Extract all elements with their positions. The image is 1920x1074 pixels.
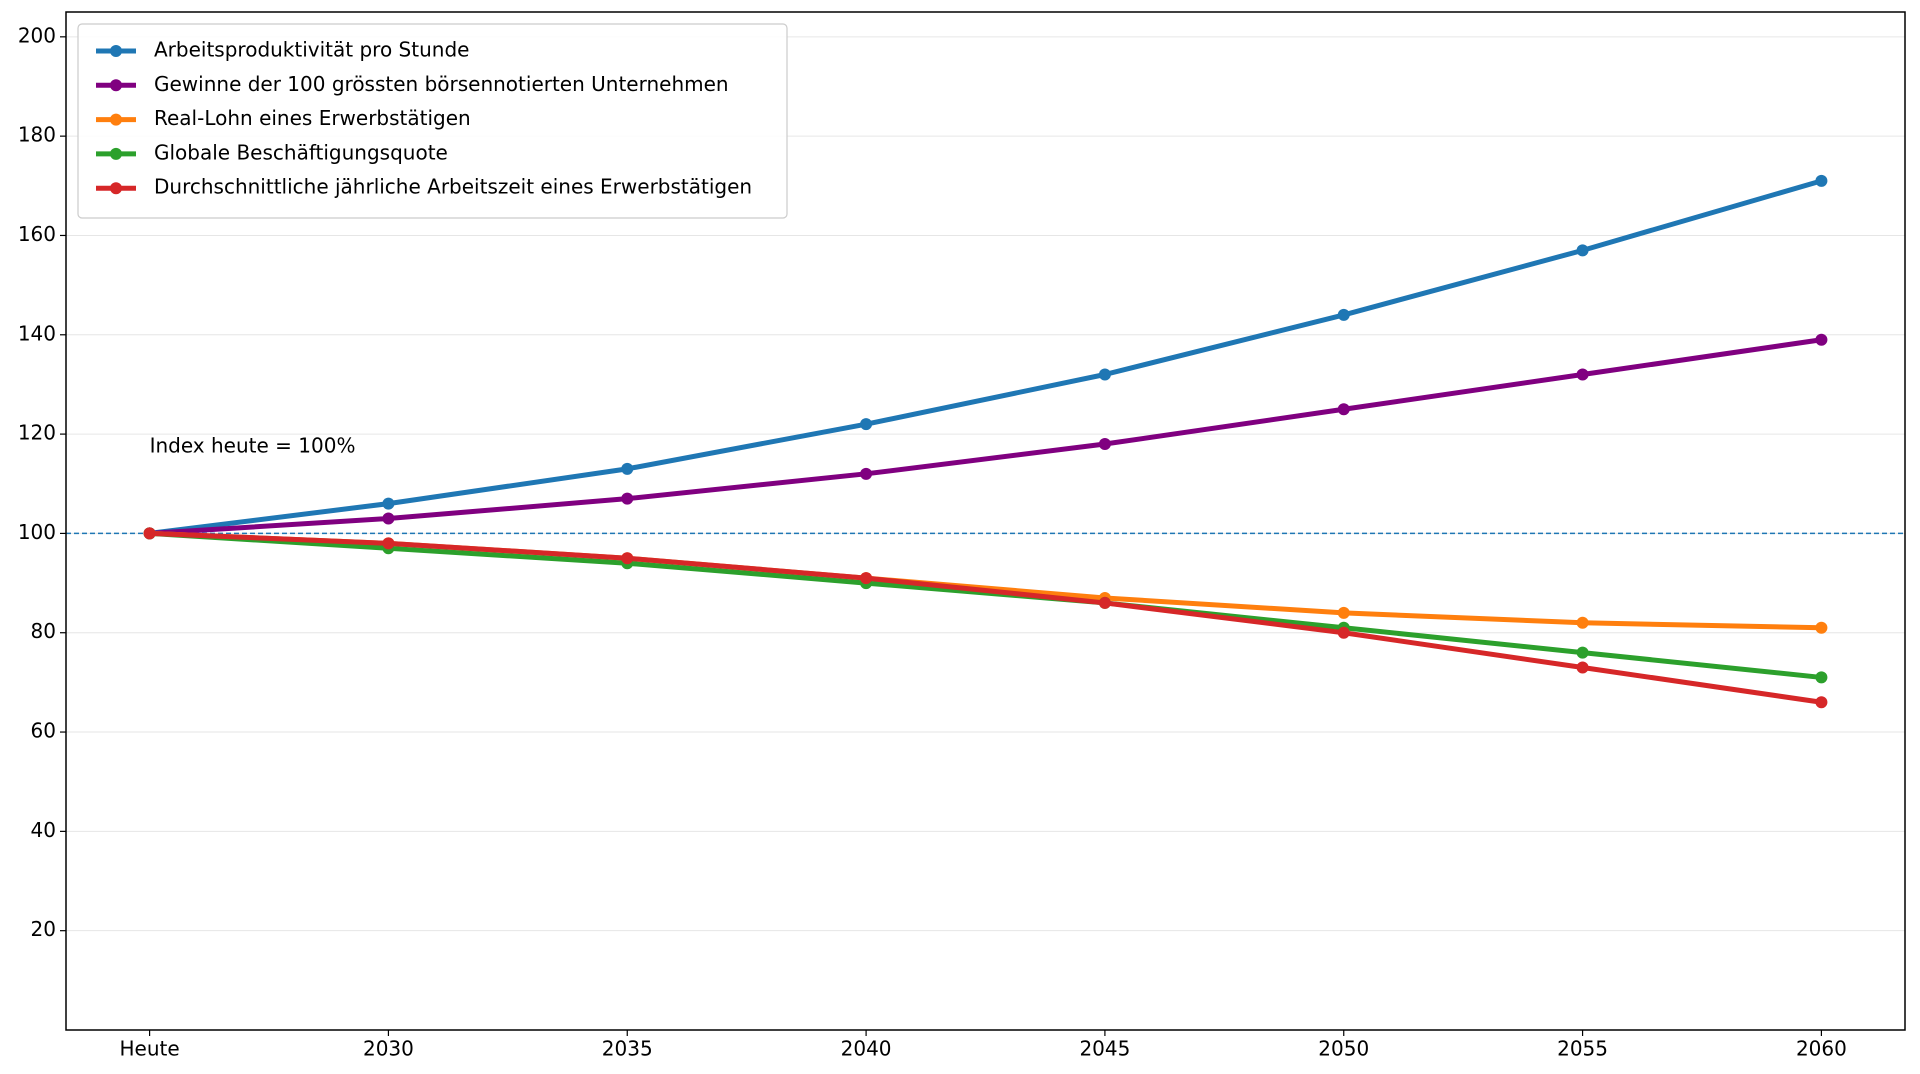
data-point xyxy=(1098,438,1111,451)
annotation: Index heute = 100% xyxy=(150,434,356,458)
data-point xyxy=(1576,368,1589,381)
legend-label: Durchschnittliche jährliche Arbeitszeit … xyxy=(154,175,752,199)
data-point xyxy=(621,492,634,505)
y-tick-label: 180 xyxy=(18,123,56,147)
data-point xyxy=(1576,661,1589,674)
data-point xyxy=(860,467,873,480)
legend-marker xyxy=(110,113,122,126)
x-tick-label: 2055 xyxy=(1557,1037,1608,1061)
y-tick-label: 80 xyxy=(31,619,56,643)
data-point xyxy=(1337,606,1350,619)
data-point xyxy=(1815,696,1828,709)
data-point xyxy=(1576,616,1589,629)
x-tick-label: 2060 xyxy=(1796,1037,1847,1061)
legend-label: Gewinne der 100 grössten börsennotierten… xyxy=(154,72,729,96)
legend-marker xyxy=(110,182,122,195)
data-point xyxy=(1815,174,1828,187)
legend-label: Real-Lohn eines Erwerbstätigen xyxy=(154,106,471,130)
series-line xyxy=(149,530,1822,705)
x-tick-label: 2050 xyxy=(1318,1037,1369,1061)
data-point xyxy=(143,527,156,540)
y-tick-label: 140 xyxy=(18,321,56,345)
series-line xyxy=(149,337,1822,536)
legend-label: Arbeitsproduktivität pro Stunde xyxy=(154,38,469,62)
data-point xyxy=(860,572,873,585)
y-tick-label: 40 xyxy=(31,818,56,842)
y-tick-label: 200 xyxy=(18,23,56,47)
legend-marker xyxy=(110,45,122,57)
y-tick-label: 60 xyxy=(31,719,56,743)
data-point xyxy=(1337,403,1350,416)
x-tick-label: 2040 xyxy=(841,1037,892,1061)
data-point xyxy=(1815,333,1828,346)
data-point xyxy=(382,497,395,510)
data-point xyxy=(1337,308,1350,321)
legend-marker xyxy=(110,79,122,92)
y-tick-label: 100 xyxy=(18,520,56,544)
plot-frame xyxy=(65,11,1906,1031)
y-tick-label: 160 xyxy=(18,222,56,246)
data-point xyxy=(1576,646,1589,659)
data-point xyxy=(1098,368,1111,381)
series-line xyxy=(149,530,1822,680)
data-point xyxy=(1337,626,1350,639)
x-tick-label: 2035 xyxy=(602,1037,653,1061)
legend-label: Globale Beschäftigungsquote xyxy=(154,140,448,164)
y-tick-label: 120 xyxy=(18,421,56,445)
data-point xyxy=(1815,671,1828,684)
x-tick-label: 2030 xyxy=(363,1037,414,1061)
legend-marker xyxy=(110,147,122,160)
data-point xyxy=(382,512,395,525)
series-line xyxy=(149,178,1823,536)
x-tick-label: Heute xyxy=(120,1037,180,1061)
data-point xyxy=(621,552,634,565)
data-point xyxy=(1815,621,1828,634)
data-point xyxy=(621,462,634,475)
data-point xyxy=(860,418,873,431)
data-point xyxy=(382,537,395,550)
data-point xyxy=(1576,244,1589,257)
x-tick-label: 2045 xyxy=(1079,1037,1130,1061)
y-tick-label: 20 xyxy=(31,917,56,941)
data-point xyxy=(1098,596,1111,609)
legend-box xyxy=(77,23,788,219)
